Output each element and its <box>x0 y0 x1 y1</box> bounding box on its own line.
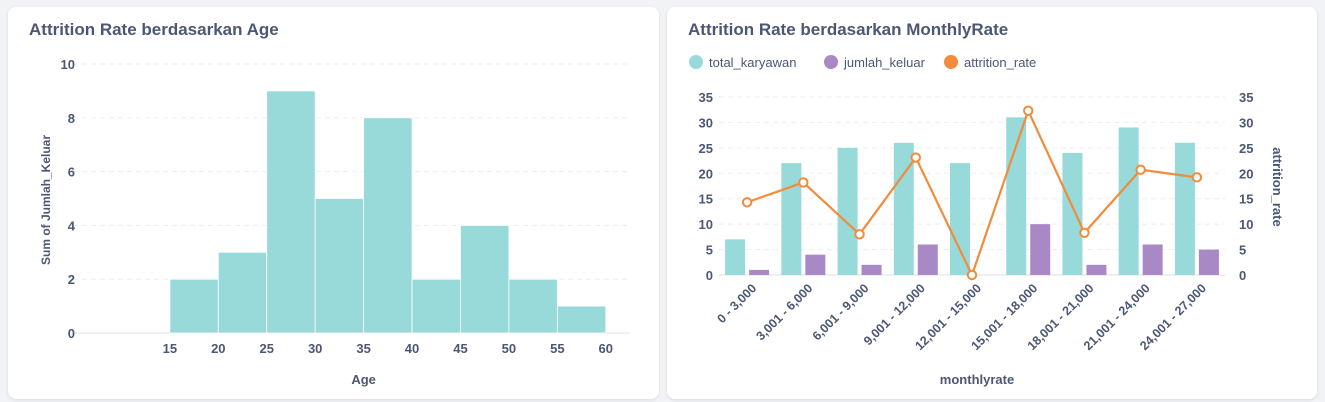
attrition-rate-point <box>1023 105 1034 116</box>
histogram-bar <box>314 198 365 334</box>
attrition-rate-point <box>798 177 809 188</box>
y-axis-label: Sum of Jumlah_Keluar <box>39 135 53 265</box>
y-tick-label: 0 <box>706 268 713 283</box>
attrition-rate-point <box>854 229 865 240</box>
bar-jumlah-keluar <box>917 244 938 275</box>
histogram-bar <box>363 117 413 334</box>
bar-jumlah-keluar <box>1198 249 1219 275</box>
bar-total-karyawan <box>950 163 970 275</box>
y2-tick-label: 25 <box>1239 141 1253 156</box>
bar-total-karyawan <box>837 147 858 275</box>
y-tick-label: 6 <box>68 165 75 180</box>
age-chart-card: Attrition Rate berdasarkan Age 0 2 4 6 8 10 15… <box>8 7 659 399</box>
legend-swatch <box>824 55 838 69</box>
x-tick-label: 50 <box>502 341 516 356</box>
y2-tick-label: 0 <box>1239 268 1246 283</box>
y-tick-label: 10 <box>699 217 713 232</box>
histogram-bar <box>411 278 461 334</box>
y-tick-label: 15 <box>699 192 713 207</box>
bar-total-karyawan <box>1062 152 1083 275</box>
attrition-rate-point <box>1191 172 1203 183</box>
x-tick-label: 25 <box>260 341 274 356</box>
y-tick-label: 20 <box>699 166 713 181</box>
attrition-rate-point <box>1079 227 1090 238</box>
bar-jumlah-keluar <box>1086 264 1107 275</box>
legend-swatch <box>689 55 703 69</box>
y-tick-label: 0 <box>68 326 75 341</box>
y2-axis-label: attrition_rate <box>1270 147 1285 226</box>
monthlyrate-chart-card: Attrition Rate berdasarkan MonthlyRate t… <box>667 7 1317 399</box>
x-tick-label: 6,001 - 9,000 <box>810 281 872 343</box>
y-tick-label: 8 <box>68 111 75 126</box>
y2-tick-label: 15 <box>1239 192 1253 207</box>
histogram-bar <box>217 251 268 334</box>
x-tick-label: 30 <box>308 341 322 356</box>
y-tick-label: 35 <box>699 90 713 105</box>
bar-jumlah-keluar <box>1030 224 1051 275</box>
histogram-bar <box>169 278 219 334</box>
legend-label: jumlah_keluar <box>843 55 926 70</box>
y-tick-label: 30 <box>699 115 713 130</box>
x-tick-label: 35 <box>356 341 370 356</box>
bar-jumlah-keluar <box>749 269 770 275</box>
chart-title: Attrition Rate berdasarkan Age <box>29 20 279 39</box>
bar-total-karyawan <box>1174 142 1195 275</box>
x-axis-label: Age <box>351 372 376 387</box>
attrition-rate-point <box>966 269 978 281</box>
x-tick-label: 55 <box>550 341 564 356</box>
age-histogram: 0 2 4 6 8 10 15 20 25 30 35 40 45 50 55 60 Age Sum of Jum… <box>39 57 630 387</box>
legend-label: total_karyawan <box>709 55 796 70</box>
x-tick-label: 0 - 3,000 <box>714 281 759 326</box>
y-tick-label: 5 <box>706 243 713 258</box>
histogram-bar <box>460 224 510 334</box>
legend-label: attrition_rate <box>964 55 1036 70</box>
y2-tick-label: 5 <box>1239 243 1246 258</box>
bar-total-karyawan <box>781 163 802 275</box>
x-tick-label: 3,001 - 6,000 <box>753 281 815 343</box>
bar-total-karyawan <box>725 239 746 275</box>
x-tick-label: 40 <box>405 341 419 356</box>
y2-tick-label: 10 <box>1239 217 1253 232</box>
bar-total-karyawan <box>1118 127 1139 275</box>
x-tick-label: 15 <box>163 341 177 356</box>
legend-swatch <box>944 55 958 69</box>
y2-tick-label: 30 <box>1239 115 1253 130</box>
bar-jumlah-keluar <box>805 254 826 275</box>
histogram-bar <box>508 278 558 334</box>
x-axis-label: monthlyrate <box>940 372 1014 387</box>
x-tick-label: 20 <box>211 341 225 356</box>
chart-title: Attrition Rate berdasarkan MonthlyRate <box>688 20 1009 39</box>
x-tick-label: 45 <box>453 341 467 356</box>
bar-total-karyawan <box>893 142 914 275</box>
attrition-rate-point <box>1135 164 1146 175</box>
bar-jumlah-keluar <box>1142 244 1163 275</box>
bar-total-karyawan <box>1006 117 1027 275</box>
y-tick-label: 2 <box>68 272 75 287</box>
y-tick-label: 4 <box>68 218 76 233</box>
y-tick-label: 25 <box>699 141 713 156</box>
attrition-rate-point <box>741 197 753 208</box>
x-tick-label: 60 <box>599 341 613 356</box>
bar-jumlah-keluar <box>861 264 882 275</box>
y2-tick-label: 35 <box>1239 90 1253 105</box>
y2-tick-label: 20 <box>1239 166 1253 181</box>
attrition-rate-point <box>910 152 921 163</box>
y-tick-label: 10 <box>61 57 75 72</box>
histogram-bar <box>266 90 316 334</box>
histogram-bar <box>556 305 607 334</box>
monthlyrate-combo-chart: total_karyawan jumlah_keluar attrition_rat… <box>689 55 1285 387</box>
